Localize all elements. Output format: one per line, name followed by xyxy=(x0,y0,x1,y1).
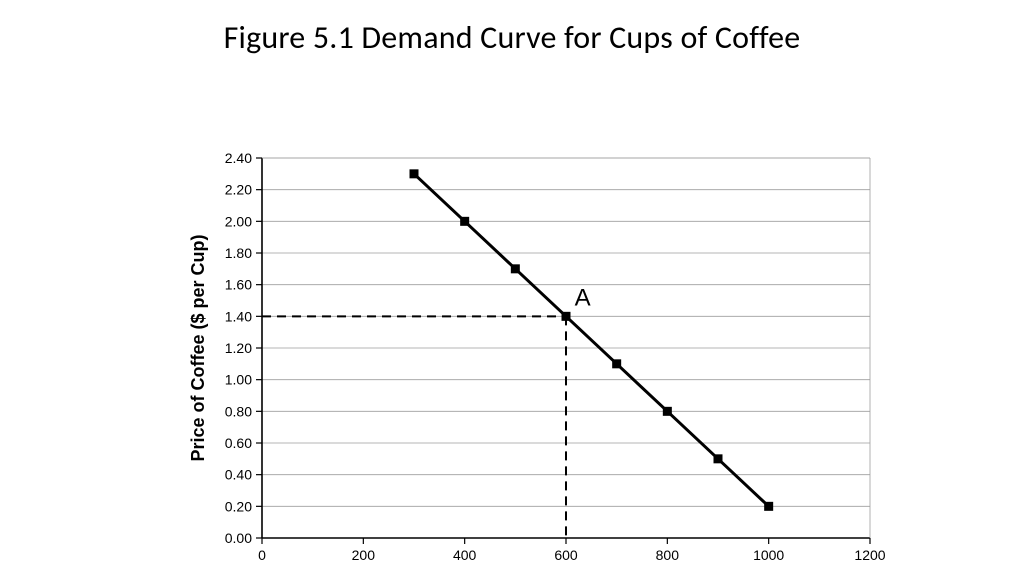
svg-text:A: A xyxy=(575,284,591,311)
svg-text:1.80: 1.80 xyxy=(225,245,252,261)
svg-text:400: 400 xyxy=(453,547,477,563)
svg-text:1.60: 1.60 xyxy=(225,277,252,293)
figure-title: Figure 5.1 Demand Curve for Cups of Coff… xyxy=(0,18,1024,57)
svg-text:0.80: 0.80 xyxy=(225,403,252,419)
svg-text:2.40: 2.40 xyxy=(225,150,252,166)
svg-text:0.00: 0.00 xyxy=(225,530,252,546)
svg-text:600: 600 xyxy=(554,547,578,563)
svg-text:0.40: 0.40 xyxy=(225,467,252,483)
svg-text:2.00: 2.00 xyxy=(225,213,252,229)
svg-text:1.40: 1.40 xyxy=(225,308,252,324)
svg-text:1.00: 1.00 xyxy=(225,372,252,388)
svg-text:0.20: 0.20 xyxy=(225,498,252,514)
svg-text:Price of Coffee ($ per Cup): Price of Coffee ($ per Cup) xyxy=(188,234,208,461)
svg-text:1000: 1000 xyxy=(753,547,784,563)
svg-text:200: 200 xyxy=(352,547,376,563)
svg-text:0.60: 0.60 xyxy=(225,435,252,451)
svg-text:800: 800 xyxy=(656,547,680,563)
svg-text:1200: 1200 xyxy=(854,547,885,563)
svg-text:0: 0 xyxy=(258,547,266,563)
demand-curve-chart: 0 200 400 600 800 1000 1200 0.00 0.20 0.40 0.60 0.8… xyxy=(0,63,1024,563)
svg-text:1.20: 1.20 xyxy=(225,340,252,356)
svg-text:2.20: 2.20 xyxy=(225,182,252,198)
